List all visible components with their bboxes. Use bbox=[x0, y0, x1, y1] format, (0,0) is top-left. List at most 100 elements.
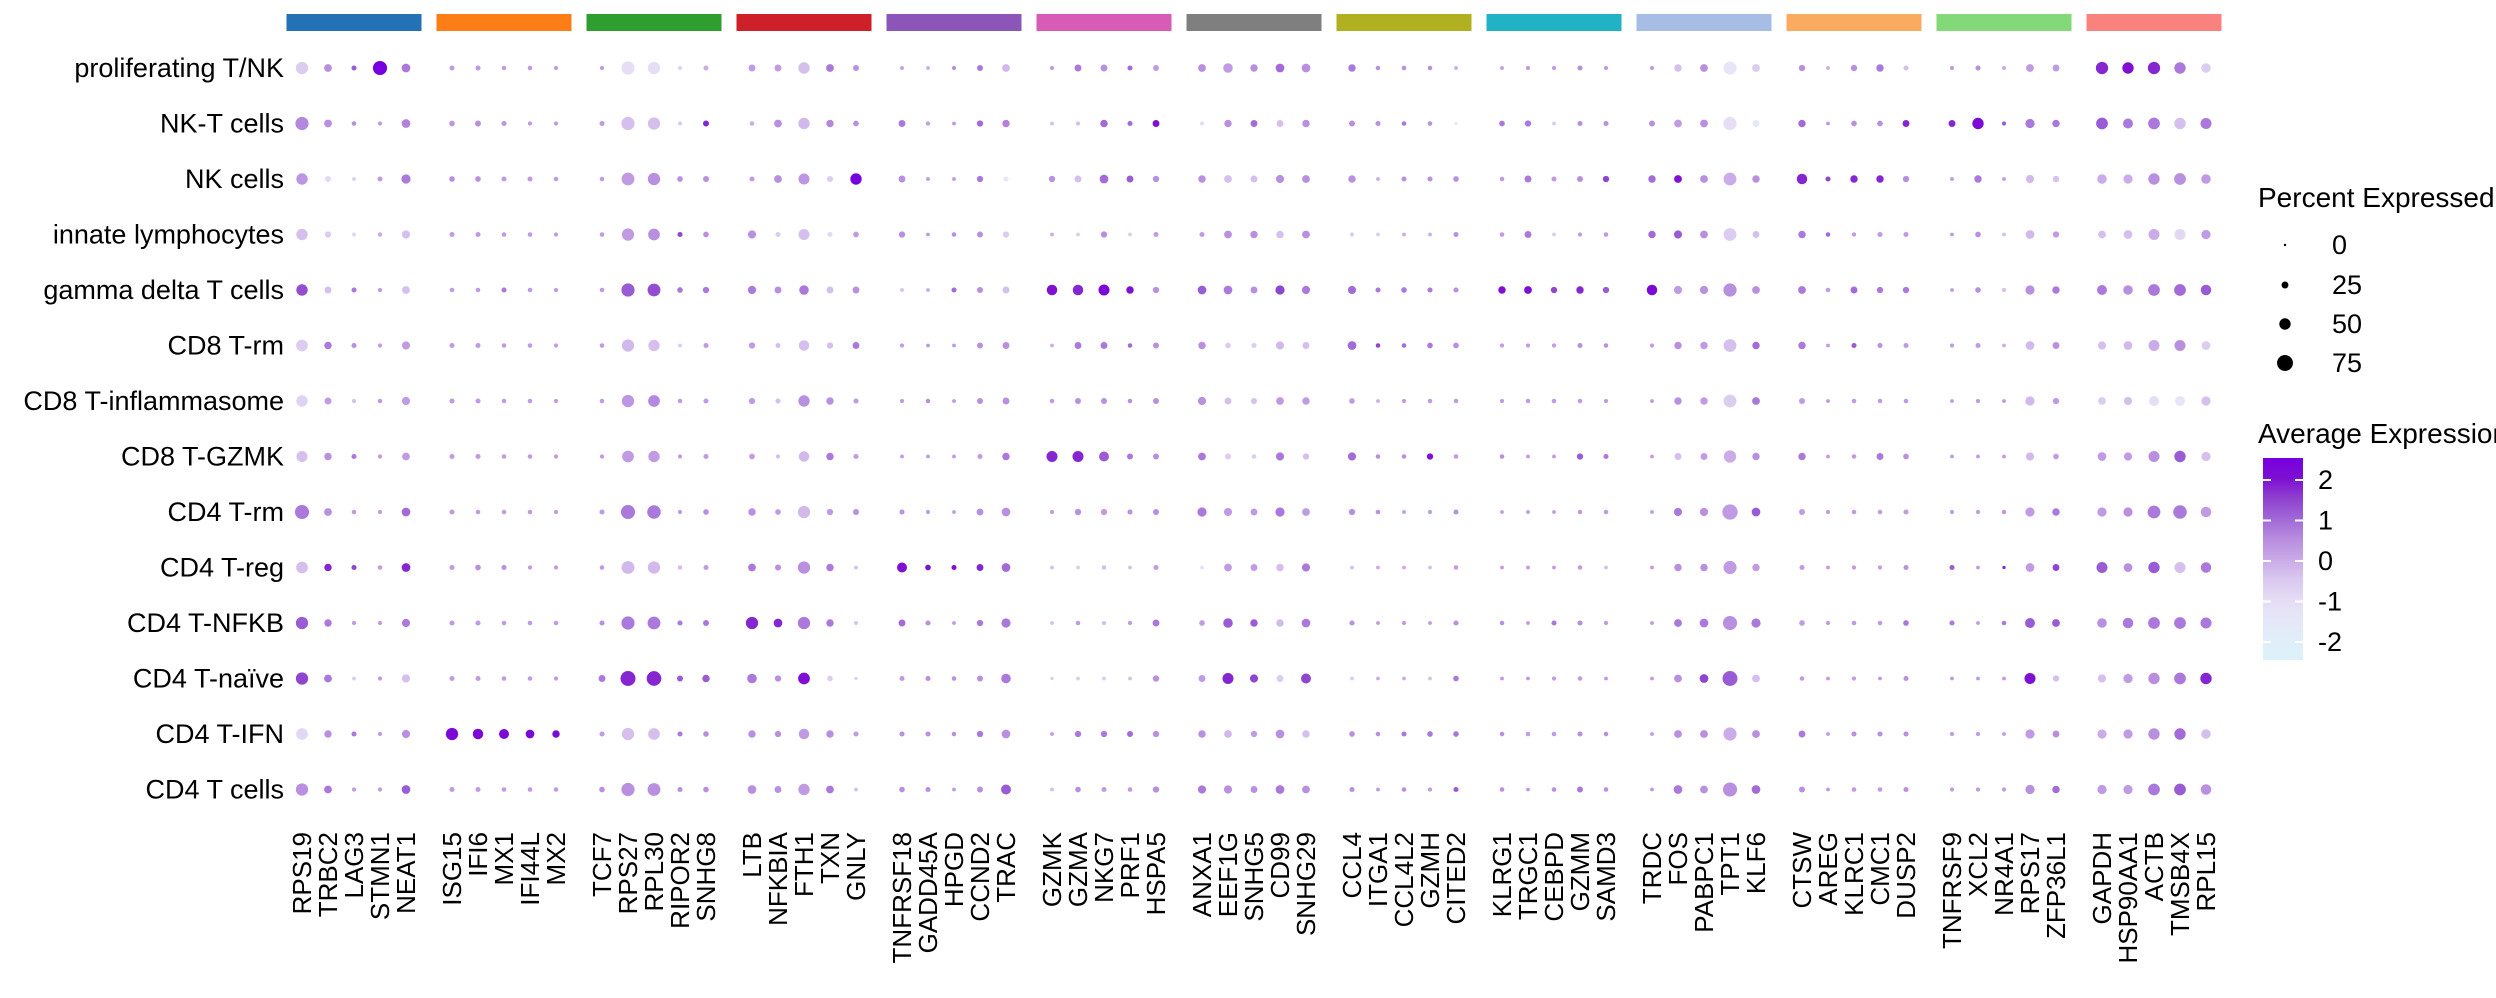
expression-dot bbox=[1427, 731, 1433, 737]
expression-dot bbox=[324, 341, 332, 350]
expression-dot bbox=[703, 120, 709, 127]
expression-dot bbox=[324, 674, 332, 683]
expression-dot bbox=[1276, 675, 1284, 682]
gene-label: LTB bbox=[737, 832, 767, 878]
expression-dot bbox=[677, 231, 683, 238]
expression-dot bbox=[1825, 620, 1831, 626]
expression-dot bbox=[377, 343, 383, 348]
expression-dot bbox=[951, 731, 957, 737]
expression-dot bbox=[1250, 564, 1258, 571]
cell-type-label: CD8 T-GZMK bbox=[121, 442, 284, 472]
expression-dot bbox=[852, 286, 860, 294]
expression-dot bbox=[2147, 61, 2161, 75]
expression-dot bbox=[475, 342, 481, 349]
expression-dot bbox=[1098, 284, 1110, 296]
gene-label: RPL15 bbox=[2191, 832, 2221, 912]
expression-dot bbox=[1524, 286, 1532, 294]
gene-label: RPS17 bbox=[2015, 832, 2045, 914]
expression-dot bbox=[1723, 283, 1737, 297]
cell-type-label: CD8 T-rm bbox=[167, 331, 284, 361]
expression-dot bbox=[1877, 120, 1883, 127]
expression-dot bbox=[853, 65, 859, 71]
expression-dot bbox=[1650, 676, 1654, 681]
cell-type-label: NK cells bbox=[185, 164, 284, 194]
gene-group-bar-10 bbox=[1636, 14, 1772, 31]
gene-group-bar-1 bbox=[286, 14, 422, 31]
expression-dot bbox=[1301, 563, 1311, 572]
expression-dot bbox=[900, 288, 904, 292]
expression-dot bbox=[1100, 231, 1108, 238]
expression-dot bbox=[1700, 563, 1708, 572]
expression-dot bbox=[977, 786, 983, 793]
expression-dot bbox=[1551, 676, 1557, 681]
cell-type-label: CD4 T-rm bbox=[167, 497, 284, 527]
expression-dot bbox=[1577, 565, 1583, 570]
expression-dot bbox=[2025, 784, 2035, 795]
expression-dot bbox=[2001, 509, 2007, 515]
expression-dot bbox=[2174, 339, 2186, 352]
expression-dot bbox=[826, 452, 834, 461]
expression-dot bbox=[501, 787, 507, 792]
expression-dot bbox=[324, 231, 332, 238]
expression-dot bbox=[527, 232, 533, 237]
expression-dot bbox=[1949, 731, 1955, 737]
expression-dot bbox=[977, 65, 983, 71]
expression-dot bbox=[1826, 676, 1830, 681]
cell-type-label: CD4 T-NFKB bbox=[127, 608, 284, 638]
expression-dot bbox=[352, 177, 356, 181]
expression-dot bbox=[401, 729, 411, 739]
expression-dot bbox=[1100, 64, 1108, 72]
expression-dot bbox=[1752, 397, 1760, 405]
expression-dot bbox=[1075, 620, 1081, 626]
expression-dot bbox=[2123, 118, 2133, 129]
expression-dot bbox=[621, 394, 635, 408]
expression-dot bbox=[1427, 176, 1433, 182]
gene-label: EEF1G bbox=[1213, 832, 1243, 917]
expression-dot bbox=[1975, 287, 1981, 293]
expression-dot bbox=[475, 786, 481, 793]
expression-dot bbox=[1577, 620, 1583, 626]
expression-dot bbox=[647, 616, 661, 630]
expression-dot bbox=[925, 398, 931, 404]
expression-dot bbox=[976, 564, 984, 571]
expression-dot bbox=[1826, 399, 1830, 403]
expression-dot bbox=[1525, 731, 1531, 737]
gene-label: LAG3 bbox=[339, 832, 369, 899]
expression-dot bbox=[2024, 672, 2036, 685]
expression-dot bbox=[1603, 731, 1609, 737]
expression-dot bbox=[1376, 565, 1380, 570]
expression-dot bbox=[1198, 730, 1206, 738]
expression-dot bbox=[2052, 397, 2060, 405]
expression-dot bbox=[1224, 397, 1232, 405]
expression-dot bbox=[527, 287, 533, 293]
expression-dot bbox=[1453, 231, 1459, 238]
expression-dot bbox=[1799, 509, 1805, 515]
expression-dot bbox=[1723, 61, 1737, 75]
expression-dot bbox=[621, 116, 635, 131]
cell-type-label: NK-T cells bbox=[160, 109, 284, 139]
expression-dot bbox=[2148, 117, 2160, 130]
expression-dot bbox=[1275, 174, 1285, 184]
expression-dot bbox=[2123, 174, 2133, 184]
expression-dot bbox=[1075, 398, 1081, 404]
expression-dot bbox=[2097, 452, 2107, 461]
expression-dot bbox=[976, 508, 984, 516]
expression-dot bbox=[798, 340, 810, 351]
expression-dot bbox=[1198, 675, 1206, 682]
expression-dot bbox=[475, 231, 481, 238]
expression-dot bbox=[747, 785, 757, 794]
expression-dot bbox=[599, 509, 605, 515]
expression-dot bbox=[1225, 342, 1231, 349]
expression-dot bbox=[294, 504, 310, 520]
expression-dot bbox=[2001, 620, 2007, 626]
expression-dot bbox=[745, 616, 759, 630]
expression-dot bbox=[1224, 563, 1232, 572]
expression-dot bbox=[2174, 173, 2186, 185]
gene-label: ZFP36L1 bbox=[2041, 832, 2071, 939]
percent-expressed-legend-title: Percent Expressed bbox=[2258, 182, 2495, 213]
expression-dot bbox=[1648, 230, 1656, 239]
expression-dot bbox=[1577, 676, 1583, 681]
expression-dot bbox=[1250, 64, 1258, 72]
expression-dot bbox=[1552, 232, 1556, 237]
